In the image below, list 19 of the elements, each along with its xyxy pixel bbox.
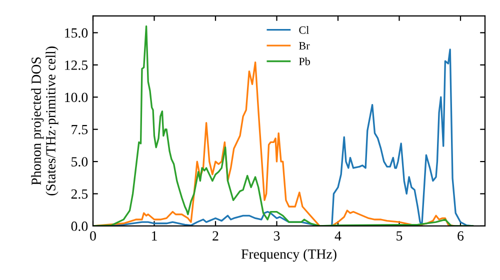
y-tick-label: 5.0 <box>72 157 88 167</box>
y-tick-label: 10.0 <box>65 92 88 102</box>
x-axis-title: Frequency (THz) <box>241 248 336 262</box>
y-axis-title: Phonon projected DOS (States/THz·primitive cell) <box>31 46 58 196</box>
x-tick-label: 1 <box>152 231 157 240</box>
x-tick-label: 2 <box>212 231 218 240</box>
y-tick-label: 0.0 <box>71 222 88 231</box>
x-tick-label: 5 <box>396 231 402 241</box>
y-tick-label: 2.5 <box>71 189 88 199</box>
x-tick-label: 3 <box>274 231 280 241</box>
legend-label: Br <box>299 42 310 50</box>
x-tick-label: 4 <box>334 231 342 240</box>
y-tick-label: 15.0 <box>65 28 88 38</box>
x-tick-label: 6 <box>458 231 464 241</box>
legend-label: Cl <box>299 26 309 34</box>
y-tick-label: 7.5 <box>72 125 88 134</box>
y-tick-label: 12.5 <box>65 60 88 70</box>
x-tick-label: 0 <box>90 231 96 241</box>
legend-label: Pb <box>299 57 310 66</box>
